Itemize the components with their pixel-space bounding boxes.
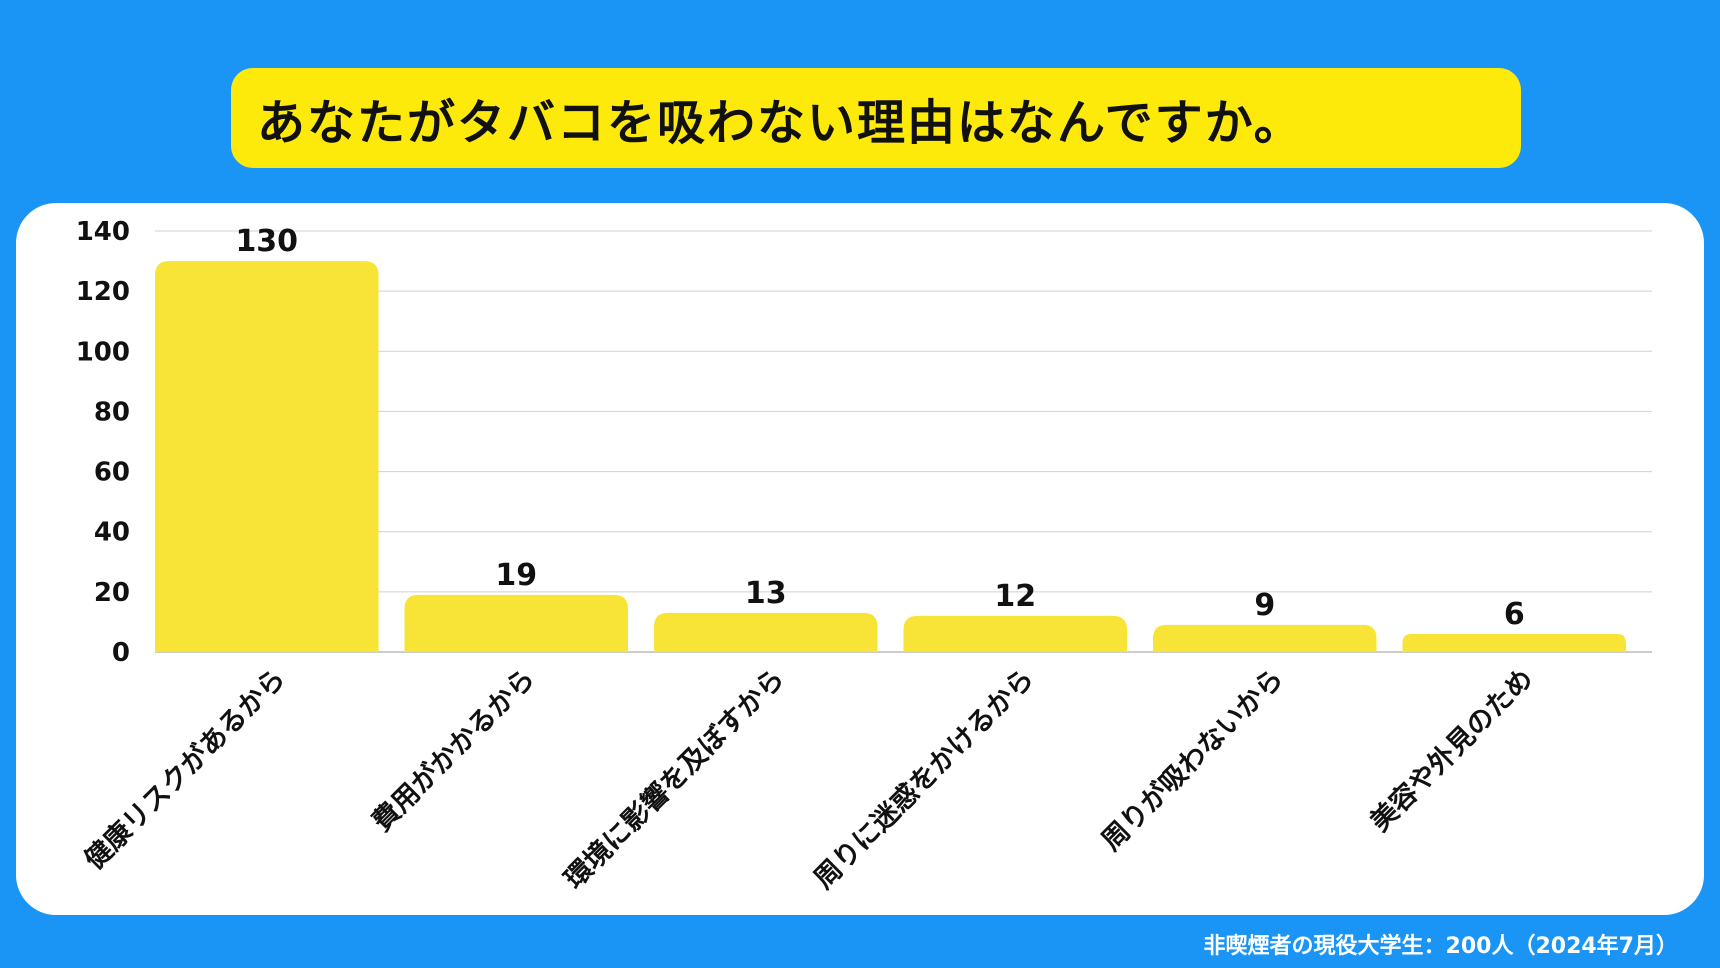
footnote: 非喫煙者の現役大学生：200人（2024年7月） [1203, 934, 1678, 959]
y-tick-label: 20 [94, 578, 130, 608]
data-label: 130 [235, 224, 298, 259]
data-label: 13 [745, 576, 787, 611]
x-tick-label: 費用がかかるから [366, 662, 541, 837]
x-tick-label: 美容や外見のため [1364, 662, 1539, 837]
y-tick-label: 40 [94, 518, 130, 548]
y-tick-label: 60 [94, 458, 130, 488]
bar [1402, 633, 1626, 652]
y-axis-ticks: 0 20 40 60 80 100 120 140 [76, 217, 130, 668]
y-tick-label: 140 [76, 217, 130, 247]
x-axis-ticks: 健康リスクがあるから 費用がかかるから 環境に影響を及ぼすから 周りに迷惑をかけるから… [78, 662, 1539, 895]
y-tick-label: 120 [76, 277, 130, 307]
bar [155, 261, 379, 652]
data-labels: 130 19 13 12 9 6 [235, 224, 1524, 632]
bar [654, 612, 878, 652]
bar [903, 615, 1127, 652]
x-tick-label: 環境に影響を及ぼすから [558, 662, 791, 895]
bar [404, 594, 628, 652]
y-tick-label: 0 [112, 638, 130, 668]
data-label: 9 [1254, 588, 1275, 623]
y-tick-label: 80 [94, 397, 130, 427]
x-tick-label: 健康リスクがあるから [78, 662, 292, 876]
gridlines [155, 230, 1652, 653]
data-label: 19 [495, 558, 537, 593]
bars [155, 261, 1626, 652]
title-banner: あなたがタバコを吸わない理由はなんですか。 [231, 68, 1521, 168]
y-tick-label: 100 [76, 337, 130, 367]
x-tick-label: 周りに迷惑をかけるから [808, 663, 1040, 895]
data-label: 6 [1504, 597, 1525, 632]
chart-title: あなたがタバコを吸わない理由はなんですか。 [257, 95, 1304, 151]
bar [1153, 624, 1377, 652]
x-tick-label: 周りが吸わないから [1095, 662, 1289, 856]
data-label: 12 [994, 579, 1036, 614]
